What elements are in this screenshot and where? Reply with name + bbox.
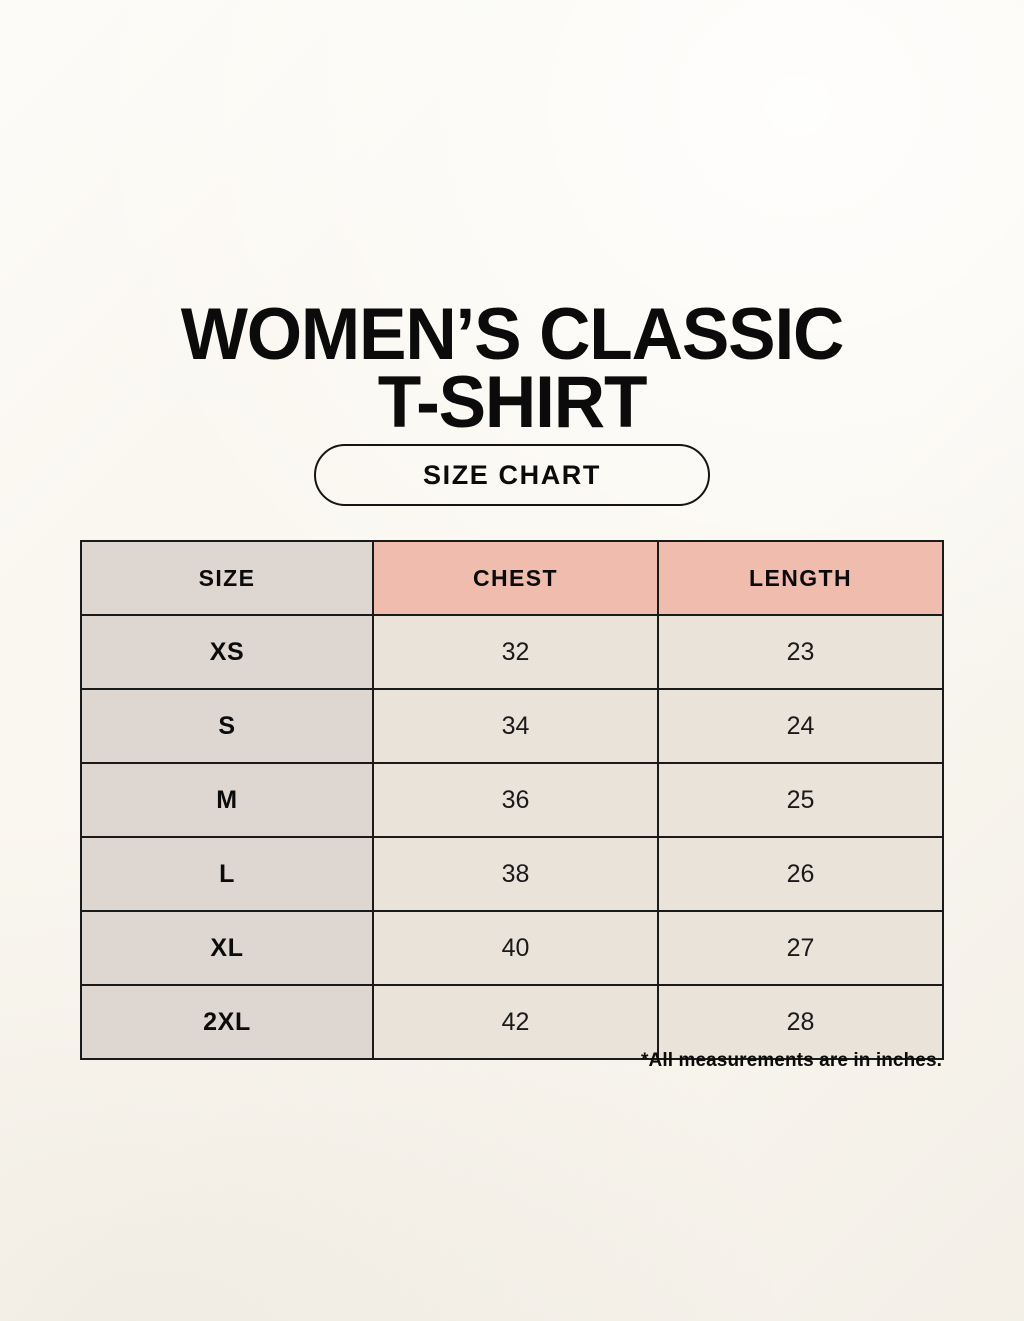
table-row: XL 40 27 bbox=[80, 910, 944, 986]
cell-length: 25 bbox=[657, 762, 944, 838]
cell-size: XL bbox=[80, 910, 374, 986]
page-title: WOMEN’S CLASSIC T-SHIRT bbox=[180, 293, 845, 443]
cell-chest: 38 bbox=[372, 836, 659, 912]
cell-length: 26 bbox=[657, 836, 944, 912]
table-row: S 34 24 bbox=[80, 688, 944, 764]
cell-size: S bbox=[80, 688, 374, 764]
table-row: M 36 25 bbox=[80, 762, 944, 838]
cell-length: 24 bbox=[657, 688, 944, 764]
table-row: 2XL 42 28 bbox=[80, 984, 944, 1060]
size-chart-badge: SIZE CHART bbox=[314, 444, 710, 506]
cell-size: 2XL bbox=[80, 984, 374, 1060]
cell-size: L bbox=[80, 836, 374, 912]
table-row: L 38 26 bbox=[80, 836, 944, 912]
cell-size: M bbox=[80, 762, 374, 838]
column-header-length: LENGTH bbox=[657, 540, 944, 616]
cell-length: 28 bbox=[657, 984, 944, 1060]
size-table-container: SIZE CHEST LENGTH XS 32 23 S 34 24 M bbox=[80, 540, 944, 1060]
column-header-chest: CHEST bbox=[372, 540, 659, 616]
cell-length: 27 bbox=[657, 910, 944, 986]
table-header-row: SIZE CHEST LENGTH bbox=[80, 540, 944, 616]
table-row: XS 32 23 bbox=[80, 614, 944, 690]
badge-container: SIZE CHART bbox=[0, 444, 1024, 506]
table-body: XS 32 23 S 34 24 M 36 25 L 38 26 bbox=[80, 614, 944, 1060]
cell-chest: 32 bbox=[372, 614, 659, 690]
cell-chest: 34 bbox=[372, 688, 659, 764]
cell-chest: 36 bbox=[372, 762, 659, 838]
cell-size: XS bbox=[80, 614, 374, 690]
cell-length: 23 bbox=[657, 614, 944, 690]
measurement-note: *All measurements are in inches. bbox=[641, 1050, 942, 1071]
column-header-size: SIZE bbox=[80, 540, 374, 616]
cell-chest: 42 bbox=[372, 984, 659, 1060]
size-table: SIZE CHEST LENGTH XS 32 23 S 34 24 M bbox=[80, 540, 944, 1060]
cell-chest: 40 bbox=[372, 910, 659, 986]
